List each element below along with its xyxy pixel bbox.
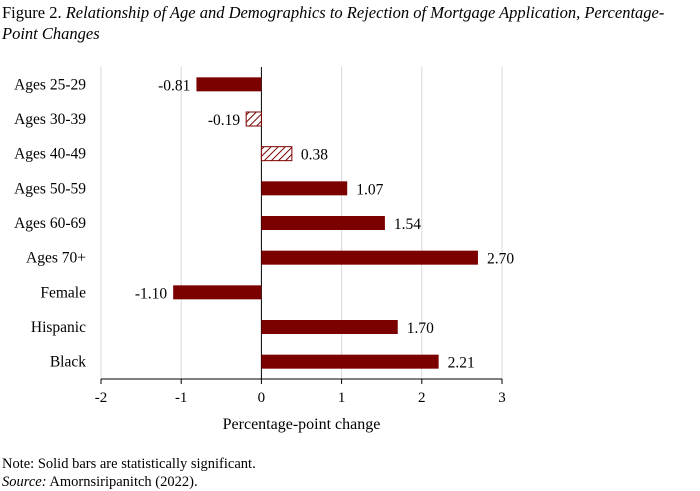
value-label: 2.21 bbox=[448, 355, 475, 372]
category-label: Ages 40-49 bbox=[14, 146, 86, 163]
figure-title: Figure 2. Relationship of Age and Demogr… bbox=[2, 2, 692, 44]
value-label: 0.38 bbox=[301, 147, 328, 164]
category-label: Ages 25-29 bbox=[14, 76, 86, 93]
value-label: 1.54 bbox=[394, 216, 421, 233]
source-label: Source: bbox=[2, 474, 47, 490]
bar-ages-70- bbox=[261, 250, 478, 265]
x-tick-label: 2 bbox=[418, 390, 426, 406]
x-tick-label: 1 bbox=[338, 390, 346, 406]
category-label: Ages 60-69 bbox=[14, 215, 86, 232]
x-tick-label: -1 bbox=[175, 390, 188, 406]
source-text: Amornsiripanitch (2022). bbox=[49, 474, 198, 490]
value-label: -0.19 bbox=[208, 112, 241, 129]
x-tick-label: 0 bbox=[258, 390, 266, 406]
x-tick-label: -2 bbox=[95, 390, 108, 406]
figure-title-text: Relationship of Age and Demographics to … bbox=[2, 3, 665, 43]
category-label: Ages 50-59 bbox=[14, 180, 86, 197]
value-label: 1.07 bbox=[356, 181, 383, 198]
category-label: Ages 70+ bbox=[26, 250, 86, 267]
category-label: Hispanic bbox=[31, 319, 86, 336]
x-tick-label: 3 bbox=[498, 390, 506, 406]
bar-ages-30-39 bbox=[245, 111, 262, 127]
significance-note: Note: Solid bars are statistically signi… bbox=[2, 456, 256, 472]
category-label: Ages 30-39 bbox=[14, 111, 86, 128]
source-note: Source: Amornsiripanitch (2022). bbox=[2, 473, 198, 491]
figure-label: Figure 2. bbox=[2, 3, 62, 22]
bar-hispanic bbox=[261, 320, 398, 334]
category-label: Black bbox=[50, 354, 86, 371]
bar-black bbox=[261, 354, 439, 369]
value-label: 1.70 bbox=[407, 320, 434, 337]
category-label: Female bbox=[40, 284, 86, 301]
bar-ages-50-59 bbox=[261, 181, 348, 196]
bar-ages-25-29 bbox=[196, 77, 262, 92]
value-label: 2.70 bbox=[487, 251, 514, 268]
bar-ages-60-69 bbox=[261, 216, 385, 230]
value-label: -1.10 bbox=[135, 285, 168, 302]
bar-female bbox=[173, 285, 262, 300]
x-axis-title: Percentage-point change bbox=[223, 416, 381, 433]
value-label: -0.81 bbox=[158, 77, 190, 94]
bar-ages-40-49 bbox=[260, 146, 293, 162]
